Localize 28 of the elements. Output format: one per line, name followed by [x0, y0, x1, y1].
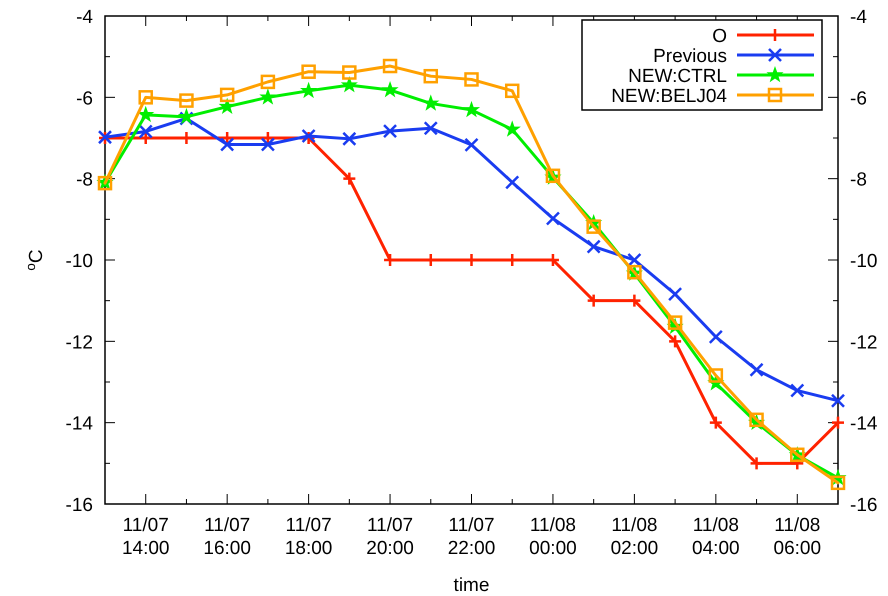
y-tick-label: -6	[76, 88, 93, 110]
x-tick-label: 11/08 02:00	[610, 515, 658, 559]
x-tick-label: 11/08 00:00	[529, 515, 577, 559]
y-tick-label: -14	[66, 414, 94, 435]
legend-label: NEW:BELJ04	[611, 86, 728, 107]
y2-tick-label: -16	[850, 495, 878, 516]
y-tick-label: -16	[66, 495, 93, 516]
x-axis-title: time	[454, 575, 490, 596]
y2-tick-label: -12	[850, 332, 878, 354]
x-tick-label: 11/07 16:00	[203, 515, 251, 559]
legend-label: NEW:CTRL	[628, 66, 727, 87]
y2-tick-label: -10	[850, 251, 878, 272]
x-tick-label: 11/07 22:00	[448, 515, 496, 559]
y-tick-label: -8	[76, 170, 93, 191]
legend-label: Previous	[653, 46, 727, 67]
x-tick-label: 11/07 20:00	[366, 515, 414, 559]
y2-tick-label: -8	[850, 170, 867, 191]
y2-tick-label: -4	[850, 7, 868, 28]
y2-tick-label: -6	[850, 88, 867, 110]
legend-label: O	[712, 26, 727, 47]
x-tick-label: 11/08 06:00	[774, 515, 822, 559]
y-tick-label: -10	[66, 251, 93, 272]
x-tick-label: 11/07 18:00	[284, 515, 332, 559]
x-tick-label: 11/08 04:00	[692, 515, 740, 559]
y-tick-label: -12	[66, 332, 93, 354]
y2-tick-label: -14	[850, 414, 878, 435]
x-tick-label: 11/07 14:00	[122, 515, 170, 559]
y-tick-label: -4	[76, 7, 94, 28]
